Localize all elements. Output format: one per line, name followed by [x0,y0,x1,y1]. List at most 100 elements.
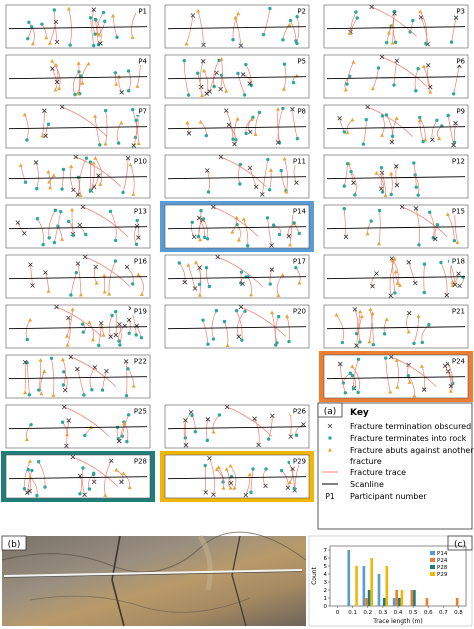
bar-p28 [413,590,416,606]
x-tick-label: 0.1 [348,610,357,616]
x-tick-label: 0.8 [454,610,463,616]
scanline-panel-p18: P18 [323,254,469,299]
scanline-panel-p16: P16 [5,254,151,299]
participant-label: P9 [456,108,465,116]
participant-label: P21 [452,308,465,316]
scanline-panel-p22: P22 [5,354,151,399]
participant-label: P19 [134,308,147,316]
svg-text:Fracture termination obscured: Fracture termination obscured [350,422,471,431]
key-item-scanline: Scanline [322,480,384,489]
y-tick-label: 1 [324,596,328,602]
scanline-panel-p26: P26 [164,404,310,449]
bar-p24 [365,598,368,606]
y-tick-label: 6 [324,556,328,562]
legend-label: P24 [437,558,448,564]
scanline-tape [3,569,303,577]
scanline-panel-p7: P7 [5,104,151,149]
scanline-panel-p11: P11 [164,154,310,199]
participant-label: P4 [138,58,147,66]
participant-label: P11 [293,158,306,166]
y-tick-label: 0 [324,604,328,610]
participant-label: P28 [134,458,147,466]
scanline-panel-p15: P15 [323,204,469,249]
participant-label: P6 [456,58,465,66]
scanline-panel-p5: P5 [164,54,310,99]
y-tick-label: 7 [324,548,328,554]
scanline-panel-p25: P25 [5,404,151,449]
scanline-panel-p28: P28 [1,451,155,502]
scanline-panel-p3: P3 [323,4,469,49]
svg-text:Fracture trace: Fracture trace [350,468,406,477]
participant-label: P17 [293,258,306,266]
bar-p14 [362,566,366,606]
key-item-trace: Fracture trace [322,468,406,477]
svg-text:Fracture abuts against another: Fracture abuts against another [350,446,474,455]
key-item-cross: Fracture termination obscured [327,422,471,431]
participant-label: P7 [138,108,147,116]
bar-p28 [367,590,371,606]
panel-label-b: (b) [8,540,21,550]
participant-label: P26 [293,408,307,416]
x-tick-label: 0 [336,610,340,616]
participant-label: P3 [456,8,465,16]
y-axis-label: Count [311,566,318,584]
key-legend: (a) Key Fracture termination obscured Fra… [317,402,474,530]
legend-label: P29 [437,572,448,578]
participant-label: P5 [297,58,306,66]
scanline-panel-p29: P29 [160,451,314,502]
scanline-panel-p24: P24 [319,351,473,402]
scanline-panel-p4: P4 [5,54,151,99]
bar-p24 [410,590,414,606]
bar-p14 [392,598,396,606]
participant-label: P15 [452,208,465,216]
x-tick-label: 0.4 [394,610,403,616]
bar-p14 [347,550,351,606]
scanline-panel-p2: P2 [164,4,310,49]
key-item-dot: Fracture terminates into rock [328,434,467,443]
x-tick-label: 0.7 [439,610,448,616]
y-tick-label: 5 [324,564,328,570]
scanline-panel-p1: P1 [5,4,151,49]
bar-p29 [370,558,373,606]
scanline-panel-p12: P12 [323,154,469,199]
x-axis-label: Trace length (m) [372,618,422,625]
participant-label: P14 [293,208,307,216]
svg-text:P1: P1 [325,492,335,501]
bar-p29 [385,566,389,606]
participant-label: P24 [452,358,466,366]
scanline-panel-p20: P20 [164,304,310,349]
participant-label: P1 [138,8,147,16]
participant-label: P18 [452,258,465,266]
participant-label: P20 [293,308,306,316]
y-tick-label: 3 [324,580,328,586]
bar-p29 [400,590,404,606]
participant-label: P22 [134,358,147,366]
y-tick-label: 2 [324,588,328,594]
bar-p14 [377,574,381,606]
x-tick-label: 0.3 [379,610,388,616]
bar-p28 [382,598,386,606]
x-tick-label: 0.5 [409,610,418,616]
outcrop-photo: (b) [1,531,307,627]
scanline-panel-p8: P8 [164,104,310,149]
bar-p24 [455,598,459,606]
participant-label: P25 [134,408,147,416]
participant-label: P13 [134,208,147,216]
scanline-panel-p17: P17 [164,254,310,299]
scanline-panel-p21: P21 [323,304,469,349]
key-item-triangle: Fracture abuts against another fracture [328,446,474,466]
legend-label: P14 [437,551,448,557]
svg-text:fracture: fracture [350,457,382,466]
bar-p29 [355,566,358,606]
scanline-panel-p19: P19 [5,304,151,349]
participant-label: P2 [297,8,306,16]
participant-label: P10 [134,158,147,166]
legend-label: P28 [437,565,448,571]
participant-label: P12 [452,158,465,166]
scanline-panel-p9: P9 [323,104,469,149]
svg-text:Participant number: Participant number [350,492,427,501]
x-tick-label: 0.6 [424,610,433,616]
scanline-panel-p14: P14 [160,201,314,252]
